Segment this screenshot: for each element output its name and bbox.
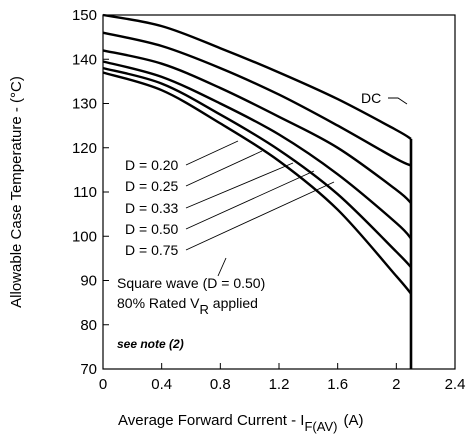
duty-label: D = 0.20: [125, 157, 179, 173]
x-axis-title-unit: (A): [343, 412, 363, 429]
y-tick-label: 100: [72, 228, 97, 245]
y-tick-label: 110: [73, 184, 97, 201]
series-line-d-0-25: [102, 49, 412, 204]
y-tick-label: 120: [72, 140, 97, 157]
note-label: see note (2): [117, 337, 184, 351]
y-tick-label: 130: [72, 96, 97, 113]
rated-suffix: applied: [209, 295, 258, 311]
y-tick-label: 140: [72, 51, 97, 68]
duty-label: D = 0.25: [125, 178, 179, 194]
x-ticks: 0 0.4 0.8 1.2 1.6 2 2.4: [99, 363, 466, 393]
y-ticks: 70 80 90 100 110 120 130 140 150: [72, 7, 109, 378]
series-line-d-0-33: [102, 60, 412, 240]
square-wave-label: Square wave (D = 0.50): [117, 275, 265, 291]
duty-label: D = 0.50: [125, 221, 179, 237]
x-tick-label: 0: [99, 376, 107, 393]
x-axis-title-sub: F(AV): [304, 419, 337, 434]
duty-leader-line: [185, 170, 315, 230]
x-tick-label: 2: [392, 376, 400, 393]
x-tick-label: 1.2: [269, 376, 290, 393]
square-wave-leader-line: [217, 257, 227, 277]
x-tick-label: 0.4: [151, 376, 172, 393]
y-tick-label: 80: [80, 317, 97, 334]
y-tick-label: 70: [80, 361, 97, 378]
duty-leader-line: [185, 150, 263, 187]
duty-labels: D = 0.20 D = 0.25 D = 0.33 D = 0.50 D = 0.75: [125, 157, 179, 258]
y-tick-label: 90: [80, 273, 97, 290]
series-layer: [102, 13, 413, 369]
duty-leader-line: [185, 140, 239, 166]
rated-prefix: 80% Rated V: [117, 295, 200, 311]
x-axis-title-main: Average Forward Current - I: [118, 412, 304, 429]
x-tick-label: 1.6: [327, 376, 348, 393]
duty-label: D = 0.75: [125, 242, 179, 258]
series-line-d-0-50: [102, 66, 412, 269]
series-line-d-0-20: [102, 31, 412, 167]
series-line-dc: [102, 13, 412, 140]
rated-voltage-label: 80% Rated VR applied: [117, 295, 258, 317]
x-axis-title: Average Forward Current - IF(AV) (A): [118, 412, 363, 434]
duty-leader-line: [185, 162, 294, 209]
x-tick-label: 0.8: [210, 376, 231, 393]
leader-layer: [185, 97, 408, 277]
x-tick-label: 2.4: [445, 376, 466, 393]
y-axis-title: Allowable Case Temperature - (°C): [8, 76, 25, 308]
dc-leader-line: [388, 97, 408, 105]
y-tick-label: 150: [72, 7, 97, 24]
dc-label: DC: [361, 90, 381, 106]
duty-leader-line: [185, 181, 335, 251]
series-line-d-0-75: [102, 71, 412, 295]
rated-sub: R: [200, 302, 209, 317]
duty-label: D = 0.33: [125, 200, 179, 216]
